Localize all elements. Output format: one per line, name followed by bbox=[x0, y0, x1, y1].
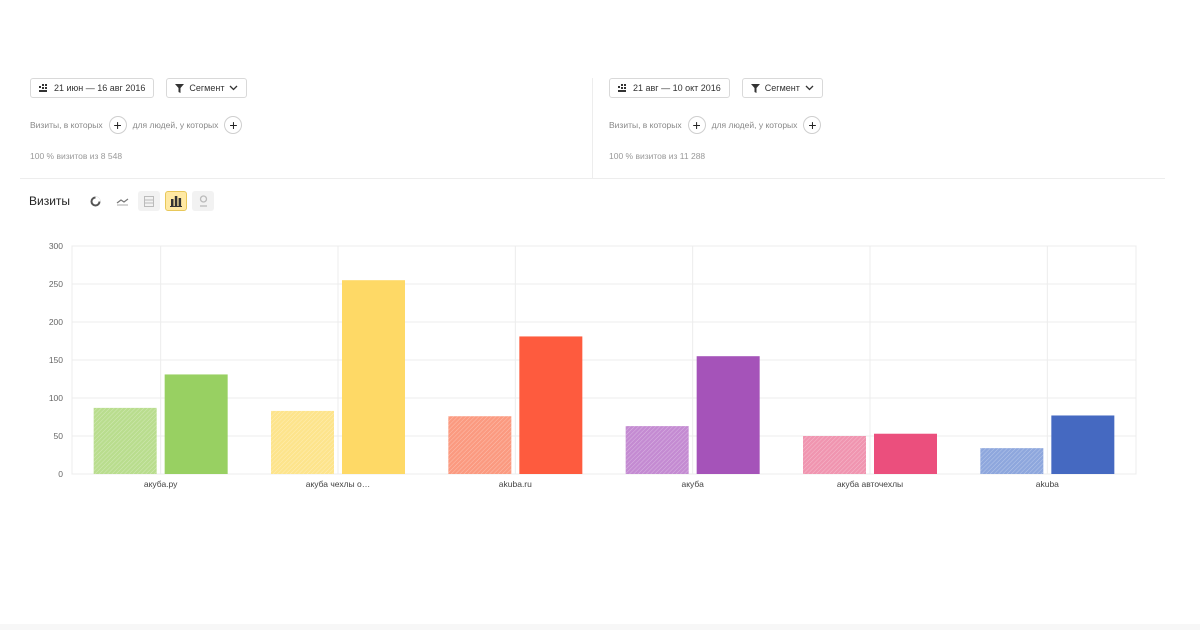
segment-button-left[interactable]: Сегмент bbox=[166, 78, 248, 98]
map-view-button[interactable] bbox=[192, 191, 214, 211]
pie-chart-button[interactable] bbox=[84, 191, 106, 211]
y-tick-label: 0 bbox=[58, 469, 63, 479]
people-filter-label: для людей, у которых bbox=[132, 120, 219, 130]
chevron-down-icon bbox=[229, 85, 238, 91]
line-icon bbox=[116, 198, 128, 205]
date-range-label: 21 авг — 10 окт 2016 bbox=[633, 83, 721, 93]
bar-chart-button[interactable] bbox=[165, 191, 187, 211]
map-pin-icon bbox=[199, 195, 207, 207]
visits-filter-label: Визиты, в которых bbox=[609, 120, 682, 130]
calendar-icon bbox=[618, 83, 626, 92]
y-tick-label: 100 bbox=[49, 393, 63, 403]
x-tick-label: акуба.ру bbox=[144, 479, 178, 489]
table-icon bbox=[144, 195, 154, 207]
y-tick-label: 250 bbox=[49, 279, 63, 289]
y-tick-label: 150 bbox=[49, 355, 63, 365]
bar-hatch-overlay bbox=[93, 407, 157, 474]
bar-period-2[interactable] bbox=[519, 336, 583, 474]
segment-panel-left: 21 июн — 16 авг 2016 Сегмент Визиты, в к… bbox=[20, 78, 592, 179]
date-range-label: 21 июн — 16 авг 2016 bbox=[54, 83, 146, 93]
filter-icon bbox=[750, 83, 760, 93]
date-range-button-left[interactable]: 21 июн — 16 авг 2016 bbox=[30, 78, 155, 98]
bar-hatch-overlay bbox=[271, 410, 334, 474]
visits-filter-label: Визиты, в которых bbox=[30, 120, 103, 130]
segment-button-right[interactable]: Сегмент bbox=[741, 78, 823, 98]
plus-icon: + bbox=[808, 117, 817, 133]
plus-icon: + bbox=[229, 117, 238, 133]
y-tick-label: 200 bbox=[49, 317, 63, 327]
segment-panel-right: 21 авг — 10 окт 2016 Сегмент Визиты, в к… bbox=[592, 78, 1165, 179]
bar-period-2[interactable] bbox=[874, 433, 937, 474]
pie-icon bbox=[90, 196, 100, 206]
x-tick-label: акуба авточехлы bbox=[837, 479, 903, 489]
bar-hatch-overlay bbox=[448, 416, 512, 474]
footer-band bbox=[0, 624, 1200, 630]
bar-period-2[interactable] bbox=[342, 280, 405, 474]
plus-icon: + bbox=[113, 117, 122, 133]
y-tick-label: 50 bbox=[54, 431, 64, 441]
x-tick-label: akuba bbox=[1036, 479, 1059, 489]
segment-label: Сегмент bbox=[764, 83, 800, 93]
plus-icon: + bbox=[692, 117, 701, 133]
add-visit-condition-button[interactable]: + bbox=[687, 116, 706, 134]
bar-chart-icon bbox=[170, 195, 182, 207]
bar-hatch-overlay bbox=[803, 436, 866, 474]
calendar-icon bbox=[39, 83, 47, 92]
filter-icon bbox=[175, 83, 185, 93]
bar-hatch-overlay bbox=[625, 426, 689, 474]
date-range-button-right[interactable]: 21 авг — 10 окт 2016 bbox=[609, 78, 730, 98]
bar-period-2[interactable] bbox=[164, 374, 228, 474]
segment-label: Сегмент bbox=[189, 83, 225, 93]
chevron-down-icon bbox=[805, 85, 814, 91]
table-view-button[interactable] bbox=[138, 191, 160, 211]
bar-period-2[interactable] bbox=[1051, 415, 1115, 474]
chart-type-toolbar bbox=[84, 191, 214, 211]
add-visit-condition-button[interactable]: + bbox=[108, 116, 127, 134]
visits-summary: 100 % визитов из 8 548 bbox=[30, 151, 123, 161]
add-user-condition-button[interactable]: + bbox=[803, 116, 822, 134]
bar-period-2[interactable] bbox=[696, 356, 760, 474]
line-chart-button[interactable] bbox=[111, 191, 133, 211]
x-tick-label: акуба чехлы о… bbox=[306, 479, 371, 489]
x-tick-label: акуба bbox=[682, 479, 705, 489]
add-user-condition-button[interactable]: + bbox=[224, 116, 243, 134]
people-filter-label: для людей, у которых bbox=[711, 120, 798, 130]
x-tick-label: akuba.ru bbox=[499, 479, 532, 489]
visits-summary: 100 % визитов из 11 288 bbox=[609, 151, 706, 161]
chart-title: Визиты bbox=[29, 194, 71, 208]
y-tick-label: 300 bbox=[49, 241, 63, 251]
bar-hatch-overlay bbox=[980, 448, 1044, 474]
